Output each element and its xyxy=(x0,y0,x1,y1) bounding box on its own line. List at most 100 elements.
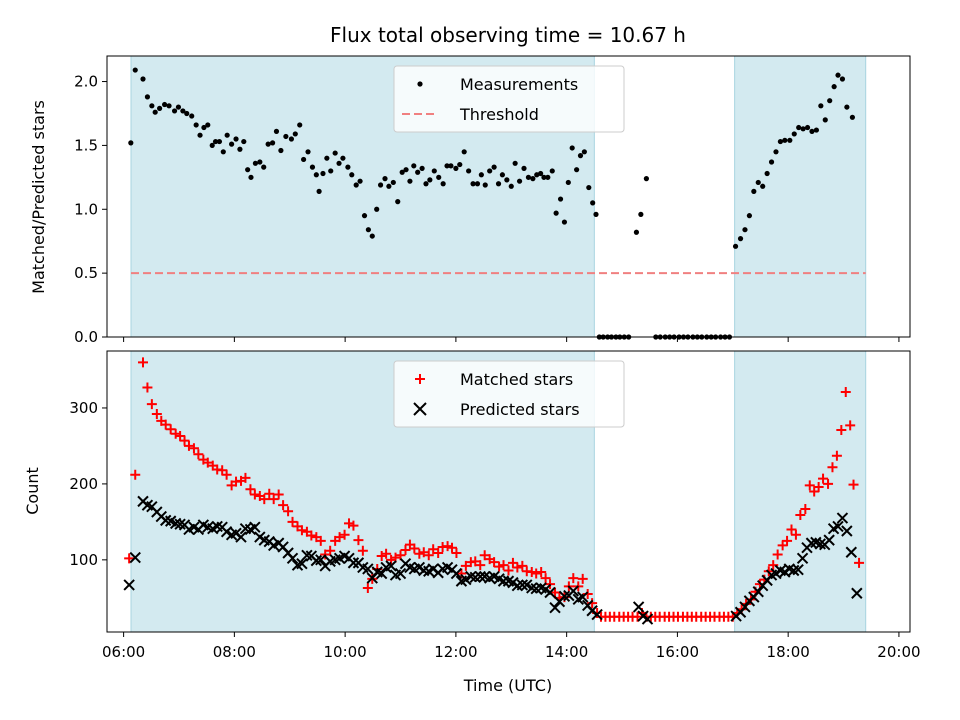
matched-star-point xyxy=(536,567,547,578)
matched-star-point xyxy=(507,557,518,568)
measurement-point xyxy=(224,132,230,138)
matched-star-point xyxy=(325,545,336,556)
matched-star-point xyxy=(264,488,275,499)
measurement-point xyxy=(764,170,770,177)
predicted-star-point xyxy=(394,567,407,580)
matched-star-point xyxy=(823,478,834,489)
matched-star-point xyxy=(306,530,317,541)
measurement-point xyxy=(395,199,401,205)
measurement-point xyxy=(569,145,575,151)
measurement-point xyxy=(561,219,568,225)
measurement-point xyxy=(553,210,559,216)
matched-star-point xyxy=(768,560,779,571)
predicted-star-point xyxy=(549,601,561,614)
measurement-point xyxy=(574,167,580,173)
matched-star-point xyxy=(489,557,500,568)
measurement-point xyxy=(157,105,163,111)
measurement-point xyxy=(586,184,592,191)
predicted-star-point xyxy=(836,512,849,524)
measurement-point xyxy=(336,160,342,166)
matched-star-point xyxy=(278,500,289,511)
predicted-star-point xyxy=(465,570,477,583)
measurement-point xyxy=(457,161,463,168)
measurement-point xyxy=(478,172,484,178)
measurement-point xyxy=(140,76,146,82)
measurement-point xyxy=(261,164,267,170)
bottom-y-tick-label: 300 xyxy=(69,399,98,417)
measurement-point xyxy=(328,168,334,174)
predicted-star-point xyxy=(375,567,388,580)
matched-star-point xyxy=(124,553,135,564)
measurement-point xyxy=(593,211,599,217)
measurement-point xyxy=(499,172,506,178)
matched-star-point xyxy=(348,520,359,531)
measurement-point xyxy=(538,170,544,177)
predicted-star-point xyxy=(641,613,654,625)
measurement-point xyxy=(216,138,223,145)
measurement-point xyxy=(128,140,134,146)
measurement-point xyxy=(320,170,326,177)
matched-star-point xyxy=(498,560,509,571)
matched-star-point xyxy=(550,587,561,598)
predicted-star-point xyxy=(362,563,374,575)
measurement-point xyxy=(516,178,523,184)
matched-star-point xyxy=(827,462,838,473)
matched-star-point xyxy=(259,494,270,505)
measurement-point xyxy=(755,179,761,186)
matched-star-point xyxy=(786,524,797,535)
measurement-point xyxy=(345,164,351,170)
matched-star-point xyxy=(790,529,801,540)
x-tick-label: 20:00 xyxy=(877,643,920,661)
predicted-star-point xyxy=(792,564,804,576)
measurement-point xyxy=(257,159,263,165)
matched-star-point xyxy=(344,518,355,529)
matched-star-point xyxy=(772,549,783,560)
measurement-point xyxy=(248,174,254,180)
predicted-star-point xyxy=(796,552,809,565)
measurement-point xyxy=(844,104,850,110)
top-observing-window-1 xyxy=(734,55,867,338)
measurement-point xyxy=(760,183,766,189)
measurement-point xyxy=(278,147,284,154)
matched-star-point xyxy=(854,557,865,568)
matched-star-point xyxy=(137,357,148,368)
x-tick-label: 10:00 xyxy=(324,643,367,661)
bottom-y-tick-label: 100 xyxy=(69,551,98,569)
legend-matched-marker xyxy=(415,374,425,384)
predicted-star-point xyxy=(787,564,800,577)
x-tick-label: 06:00 xyxy=(102,643,145,661)
x-tick-label: 16:00 xyxy=(656,643,699,661)
matched-star-point xyxy=(809,486,820,497)
measurement-point xyxy=(831,84,837,90)
measurement-point xyxy=(149,103,155,109)
measurement-point xyxy=(353,182,359,188)
matched-star-point xyxy=(512,562,523,573)
measurement-point xyxy=(773,149,779,155)
measurement-point xyxy=(386,183,392,189)
measurement-point xyxy=(491,164,497,170)
measurement-point xyxy=(638,211,644,217)
measurement-point xyxy=(742,227,748,233)
count-panel: 100 200 300 06:00 08:00 10:00 12:00 14:00 16:00 1… xyxy=(69,350,921,661)
measurement-point xyxy=(377,182,384,188)
predicted-star-point xyxy=(841,525,853,537)
measurement-point xyxy=(508,183,514,189)
matched-star-point xyxy=(800,503,811,514)
measurement-point xyxy=(252,160,259,166)
matched-star-point xyxy=(577,573,588,584)
measurement-point xyxy=(184,110,190,117)
measurement-point xyxy=(737,236,744,242)
measurement-point xyxy=(205,122,211,128)
measurement-point xyxy=(487,168,493,174)
legend-label-measurements: Measurements xyxy=(460,75,578,94)
measurement-point xyxy=(324,155,330,161)
measurement-point xyxy=(229,141,235,147)
measurement-point xyxy=(180,108,186,114)
measurement-point xyxy=(382,176,388,182)
measurement-point xyxy=(557,196,564,202)
predicted-star-point xyxy=(474,570,486,583)
measurement-point xyxy=(549,168,555,174)
predicted-star-point xyxy=(169,517,182,530)
matched-star-point xyxy=(475,560,486,571)
measurement-point xyxy=(340,155,346,161)
